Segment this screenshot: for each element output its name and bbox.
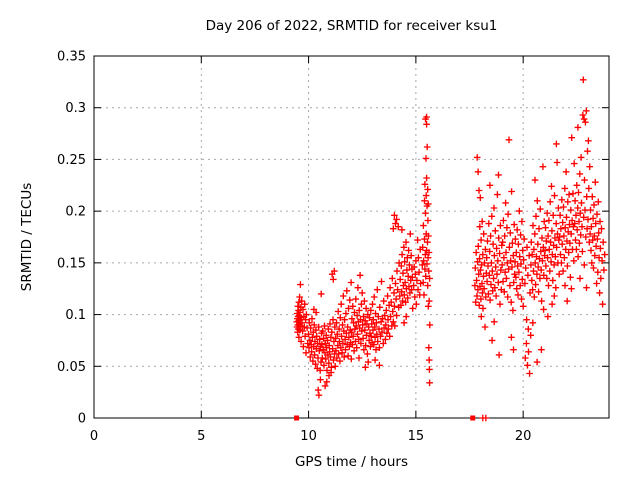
series-zero-flag-squares bbox=[294, 415, 476, 421]
series-zero-flag-ticks bbox=[479, 414, 490, 422]
x-tick-label: 20 bbox=[515, 429, 532, 444]
x-tick-label: 5 bbox=[197, 429, 205, 444]
y-tick-labels: 0 0.05 0.1 0.15 0.2 0.25 0.3 0.35 bbox=[57, 50, 86, 427]
y-tick-label: 0.3 bbox=[65, 101, 86, 116]
chart-title: Day 206 of 2022, SRMTID for receiver ksu… bbox=[205, 18, 498, 34]
y-tick-label: 0.35 bbox=[57, 50, 86, 65]
x-axis-label: GPS time / hours bbox=[294, 454, 409, 470]
y-tick-label: 0.2 bbox=[65, 205, 86, 220]
y-tick-label: 0.1 bbox=[65, 308, 86, 323]
y-tick-label: 0.25 bbox=[57, 153, 86, 168]
x-tick-label: 10 bbox=[300, 429, 317, 444]
grid-lines bbox=[94, 55, 609, 418]
x-tick-label: 0 bbox=[90, 429, 98, 444]
series-srmtid-points bbox=[293, 76, 608, 399]
y-tick-label: 0.05 bbox=[57, 360, 86, 375]
plot-border bbox=[93, 55, 610, 419]
axis-ticks bbox=[93, 55, 609, 419]
y-tick-label: 0 bbox=[78, 412, 86, 427]
x-tick-labels: 0 5 10 15 20 bbox=[90, 429, 532, 444]
x-tick-label: 15 bbox=[408, 429, 425, 444]
y-axis-label: SRMTID / TECUs bbox=[19, 182, 35, 292]
y-tick-label: 0.15 bbox=[57, 256, 86, 271]
